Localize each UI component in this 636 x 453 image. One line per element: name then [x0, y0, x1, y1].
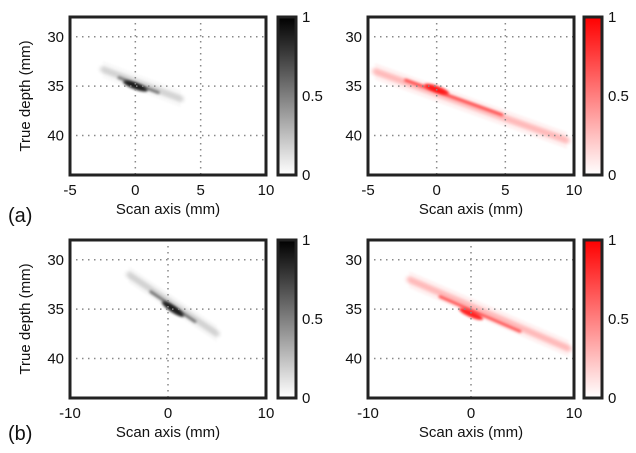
- colorbar-frame: [276, 238, 298, 400]
- y-tick-label: 30: [345, 29, 362, 46]
- y-axis-label: True depth (mm): [17, 263, 34, 374]
- colorbar-tick-label: 1: [608, 9, 616, 26]
- x-tick-label: 10: [258, 182, 275, 199]
- heatmap-panel-2: -5 0 5 10 30 35 40 Scan axis (mm) 0 0.5 1: [345, 9, 629, 218]
- heat-content: [126, 266, 220, 342]
- colorbar-tick-label: 0: [302, 167, 310, 184]
- side-lobe-1: [408, 271, 570, 343]
- y-tick-label: 40: [345, 351, 362, 368]
- colorbar-gradient: [278, 240, 296, 398]
- x-tick-label: -10: [59, 405, 81, 422]
- colorbar-frame: [276, 15, 298, 177]
- x-axis-label: Scan axis (mm): [116, 424, 220, 441]
- row-label-a: (a): [8, 205, 32, 227]
- side-lobe-2: [408, 275, 570, 346]
- colorbar-tick-label: 0.5: [608, 88, 629, 105]
- x-tick-label: 10: [566, 182, 583, 199]
- y-tick-label: 35: [47, 78, 64, 95]
- side-lobe-4: [374, 77, 568, 149]
- heat-content: [406, 271, 572, 357]
- peak-spot: [459, 308, 483, 321]
- x-tick-label: 10: [566, 405, 583, 422]
- y-tick-label: 30: [47, 252, 64, 269]
- y-tick-label: 35: [47, 301, 64, 318]
- x-axis-label: Scan axis (mm): [419, 424, 523, 441]
- x-tick-label: -5: [63, 182, 76, 199]
- plot-frame: [68, 15, 268, 177]
- colorbar-tick-label: 0.5: [608, 311, 629, 328]
- x-axis-label: Scan axis (mm): [116, 201, 220, 218]
- streak-halo: [100, 66, 184, 102]
- streak-halo: [126, 272, 220, 337]
- colorbar-tick-label: 0: [302, 390, 310, 407]
- x-tick-label: 0: [164, 405, 172, 422]
- colorbar-gradient: [584, 240, 602, 398]
- colorbar-tick-label: 1: [608, 232, 616, 249]
- side-lobe-2: [128, 270, 218, 331]
- streak-core: [438, 295, 522, 333]
- side-lobe-2: [102, 65, 182, 97]
- plot-frame: [68, 238, 268, 400]
- x-tick-label: 10: [258, 405, 275, 422]
- x-tick-label: -10: [357, 405, 379, 422]
- y-tick-label: 40: [47, 351, 64, 368]
- side-lobe-1: [128, 266, 218, 328]
- side-lobe-1: [102, 61, 182, 93]
- colorbar-frame: [582, 238, 604, 400]
- side-lobe-4: [408, 285, 570, 357]
- plot-frame: [366, 15, 576, 177]
- colorbar-tick-label: 0: [608, 167, 616, 184]
- side-lobe-3: [374, 74, 568, 145]
- colorbar-tick-label: 0.5: [302, 88, 323, 105]
- y-tick-label: 35: [345, 301, 362, 318]
- streak-halo: [372, 68, 570, 143]
- x-tick-label: -5: [361, 182, 374, 199]
- x-tick-label: 5: [501, 182, 509, 199]
- y-tick-label: 40: [345, 128, 362, 145]
- y-tick-label: 40: [47, 128, 64, 145]
- y-axis-label: True depth (mm): [17, 40, 34, 151]
- colorbar-tick-label: 0: [608, 390, 616, 407]
- colorbar-gradient: [584, 17, 602, 175]
- y-tick-label: 35: [345, 78, 362, 95]
- colorbar-tick-label: 1: [302, 232, 310, 249]
- colorbar-tick-label: 0.5: [302, 311, 323, 328]
- plot-area: [368, 17, 574, 175]
- x-tick-label: 0: [467, 405, 475, 422]
- x-tick-label: 0: [432, 182, 440, 199]
- streak-core: [404, 78, 504, 117]
- y-tick-label: 30: [47, 29, 64, 46]
- x-tick-label: 5: [196, 182, 204, 199]
- row-label-b: (b): [8, 423, 32, 445]
- side-lobe-1: [374, 63, 568, 135]
- streak-halo: [406, 277, 572, 352]
- y-tick-label: 30: [345, 252, 362, 269]
- heat-content: [100, 61, 184, 107]
- colorbar-frame: [582, 15, 604, 177]
- colorbar-gradient: [278, 17, 296, 175]
- x-axis-label: Scan axis (mm): [419, 201, 523, 218]
- plot-frame: [366, 238, 576, 400]
- colorbar-tick-label: 1: [302, 9, 310, 26]
- peak-spot: [123, 80, 148, 92]
- heatmap-panel-4: -10 0 10 30 35 40 Scan axis (mm) 0 0.5 1: [345, 232, 629, 441]
- x-tick-label: 0: [131, 182, 139, 199]
- heat-content: [372, 63, 570, 149]
